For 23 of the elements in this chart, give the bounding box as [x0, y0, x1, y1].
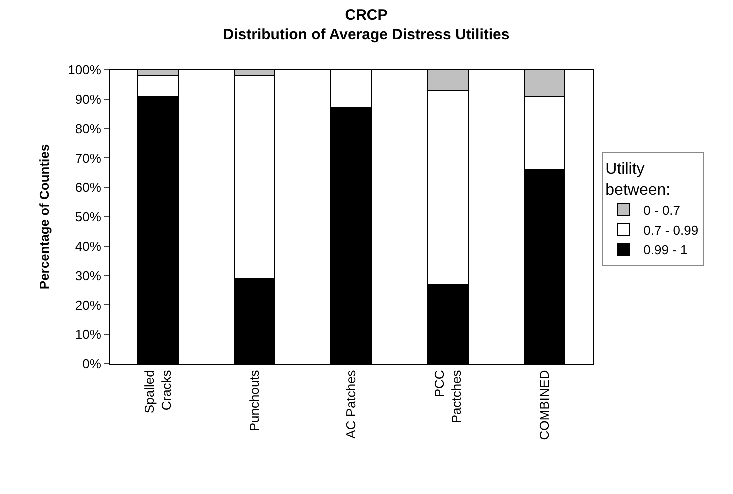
- y-tick-label: 20%: [75, 298, 102, 313]
- x-tick-label: COMBINED: [536, 370, 552, 440]
- y-tick-label: 0%: [82, 356, 102, 372]
- y-tick-label: 100%: [68, 62, 102, 78]
- y-tick-label: 30%: [75, 268, 102, 284]
- y-tick-label: 50%: [75, 210, 102, 225]
- y-axis-title: Percentage of Counties: [37, 144, 52, 290]
- y-tick-label: 70%: [75, 150, 102, 166]
- y-tick-label: 90%: [75, 92, 102, 107]
- legend-label: 0.99 - 1: [644, 242, 688, 258]
- chart-subtitle: Distribution of Average Distress Utilities: [223, 26, 510, 44]
- legend-label: 0 - 0.7: [644, 202, 681, 218]
- y-tick-label: 40%: [75, 238, 102, 254]
- y-tick-label: 60%: [75, 180, 102, 196]
- chart-title: CRCP: [345, 6, 388, 24]
- legend-label: 0.7 - 0.99: [644, 222, 699, 238]
- x-tick-label: AC Patches: [344, 370, 359, 439]
- x-tick-label: PCC Pactches: [432, 370, 464, 424]
- x-tick-label: Punchouts: [247, 370, 262, 432]
- y-tick-label: 10%: [75, 327, 102, 342]
- legend-title: Utility between:: [606, 161, 671, 199]
- x-tick-label: Spalled Cracks: [142, 370, 174, 414]
- y-tick-label: 80%: [75, 121, 102, 136]
